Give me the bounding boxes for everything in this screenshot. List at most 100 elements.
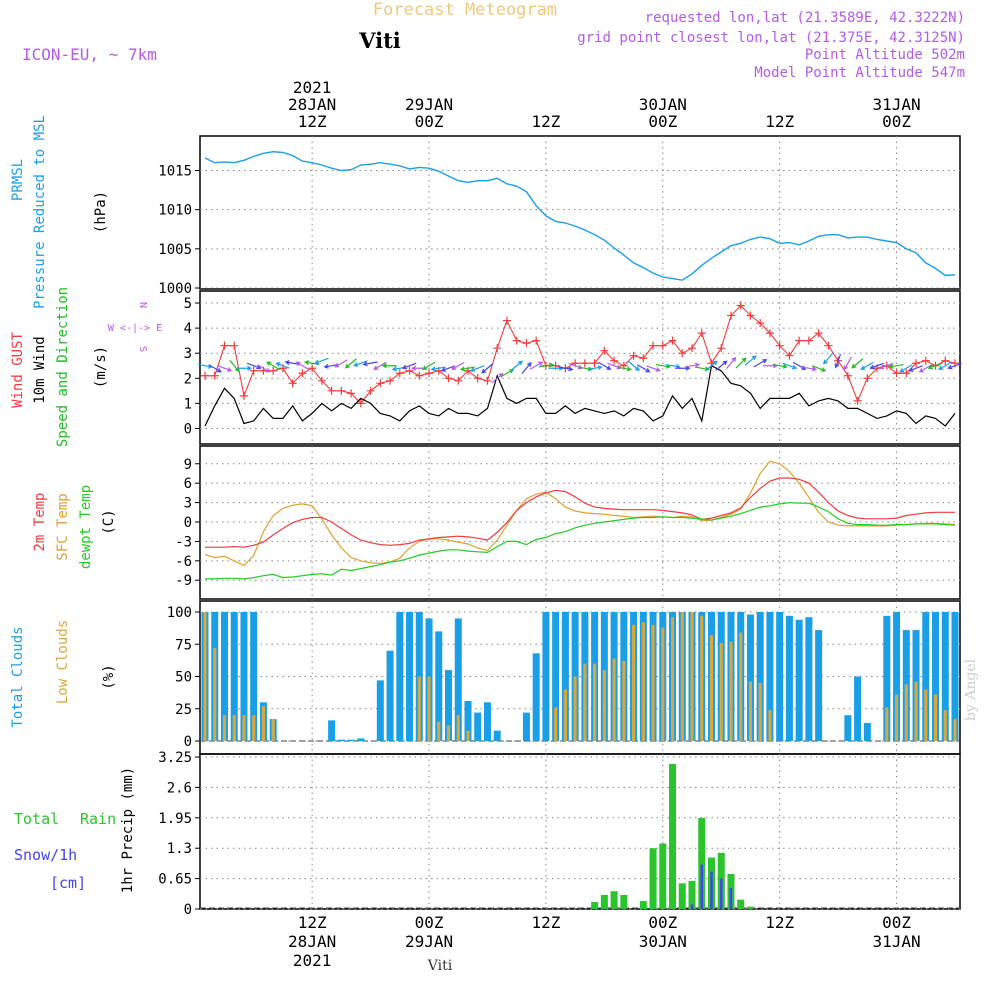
low-cloud-bar [709,635,714,741]
wind-direction-arrow [510,360,524,371]
gust-marker [522,339,531,348]
total-cloud-bar [863,722,871,741]
wind-direction-arrow [597,361,612,370]
low-cloud-bar [895,694,899,741]
total-cloud-bar [337,739,345,741]
low-cloud-bar [885,707,889,741]
wind-direction-arrow [521,361,532,375]
wind-direction-arrow [373,361,387,370]
wind-direction-arrow [266,361,280,370]
low-cloud-bar [203,612,207,741]
total-cloud-bar [493,730,501,741]
wind-direction-arrow [908,365,923,372]
low-cloud-bar [651,624,655,741]
y-tick-label: 1 [184,396,192,412]
wind-direction-arrow [782,362,798,370]
total-cloud-bar [883,615,891,741]
model-name: ICON-EU, ~ 7km [22,45,157,64]
total-cloud-bar [464,701,472,741]
low-cloud-bar [554,707,558,741]
gust-marker [444,374,453,383]
total-cloud-bar [230,612,238,741]
wind-direction-arrow [469,365,485,372]
gust-marker [395,369,404,378]
wind-label: 10m Wind [32,336,48,403]
gust-marker [785,351,794,360]
gust-marker [473,374,482,383]
gust-marker [765,329,774,338]
wind-unit: (m/s) [93,346,109,388]
gust-marker [795,336,804,345]
y-tick-label: 3 [184,496,192,512]
bottom-date-label: 28JAN [288,932,336,951]
total-cloud-bar [795,619,803,741]
low-cloud-bar [242,715,246,741]
low-cloud-bar [593,663,597,741]
low-cloud-bar [953,719,957,741]
footer-location: Viti [427,958,453,974]
top-date-label: 28JAN [288,95,336,114]
wind-10m-line [204,364,956,427]
model-altitude: Model Point Altitude 547m [754,65,965,81]
gust-marker [386,376,395,385]
wind-direction-arrow [888,363,904,369]
wind-direction-arrow [636,364,651,373]
gust-marker [532,336,541,345]
top-date-label: 31JAN [872,95,920,114]
wind-direction-arrow [208,364,222,373]
gust-marker [688,344,697,353]
total-cloud-bar [357,738,365,741]
low-cloud-bar [573,676,577,741]
wind-direction-arrow [726,356,737,369]
wind-direction-arrow [334,359,348,368]
gust-marker [249,366,258,375]
pressure-label-2: Pressure Reduced to MSL [32,115,48,309]
gust-marker [288,379,297,388]
y-tick-label: 0 [184,734,192,750]
total-cloud-bar [854,676,862,741]
pressure-panel-frame [199,135,961,290]
y-tick-label: 1000 [158,281,192,297]
total-cloud-bar [386,650,394,741]
gust-marker [756,319,765,328]
low-cloud-bar [466,730,470,741]
total-cloud-bar [220,612,228,741]
wind-direction-arrow [860,361,874,370]
y-tick-label: 5 [184,296,192,312]
wind-direction-arrow [481,363,494,374]
rain-bar [688,880,696,909]
top-time-label: 12Z [531,112,560,131]
wind-direction-arrow [538,362,555,368]
total-cloud-bar [328,720,336,741]
gust-marker [892,369,901,378]
gust-marker [327,386,336,395]
gust-marker [863,374,872,383]
gust-marker [454,376,463,385]
low-cloud-bar [602,670,606,741]
y-tick-label: 2.6 [167,780,192,796]
wind-direction-arrow [344,358,357,369]
wind-direction-arrow [421,361,436,370]
gust-marker [717,344,726,353]
y-tick-label: 100 [167,605,192,621]
low-cloud-bar [232,715,236,741]
wind-direction-arrow [362,361,378,367]
gust-marker [298,369,307,378]
wind-direction-arrow [899,364,913,373]
grid-layer [195,136,960,910]
gust-marker [941,356,950,365]
low-cloud-bar [933,694,938,741]
low-cloud-bar [641,622,645,741]
wind-direction-arrow [459,366,475,372]
wind-direction-arrow [246,362,262,370]
total-cloud-bar [483,702,491,741]
low-cloud-bar [261,706,265,741]
snow-bar [710,871,713,909]
bottom-time-label: 00Z [882,913,911,932]
y-tick-label: -6 [175,554,192,570]
total-cloud-bar [766,612,774,741]
pressure-unit: (hPa) [93,191,109,233]
gust-marker [649,341,658,350]
bottom-time-label: 12Z [531,913,560,932]
